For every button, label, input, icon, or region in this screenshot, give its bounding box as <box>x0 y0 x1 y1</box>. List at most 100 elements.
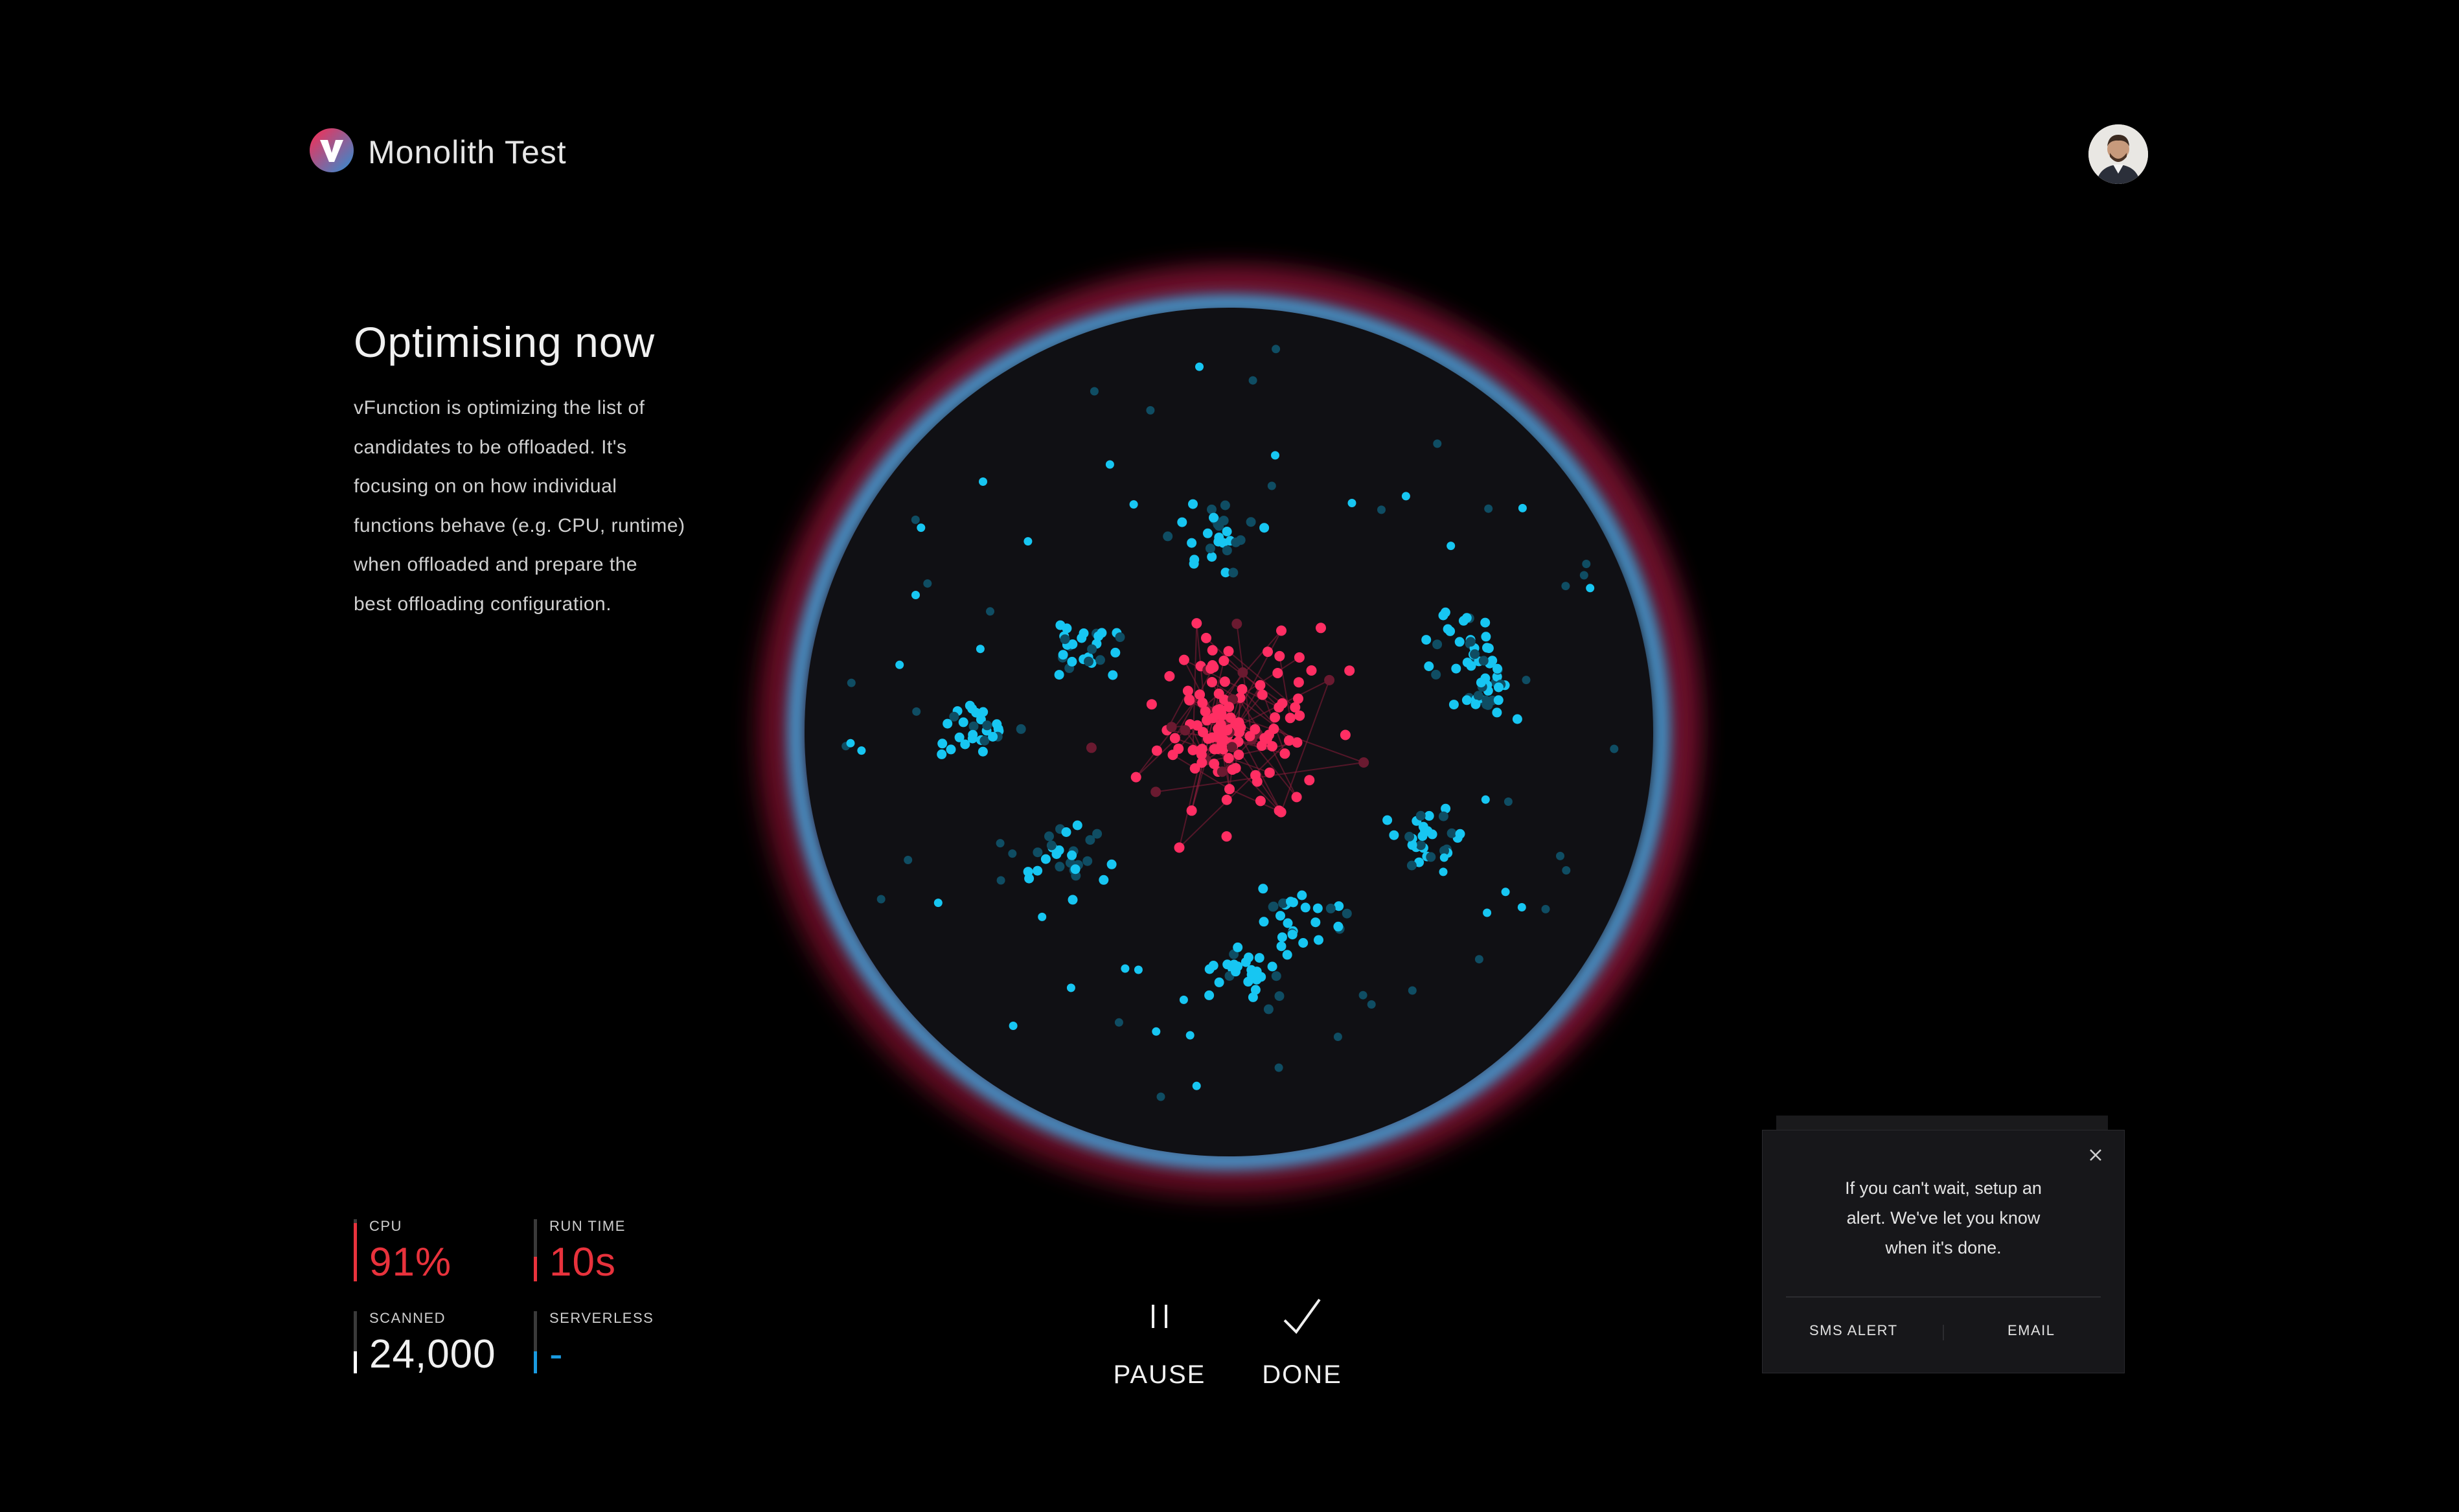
graph-node <box>1233 750 1244 761</box>
graph-node <box>1417 831 1428 842</box>
graph-node <box>1264 767 1275 778</box>
graph-node <box>968 729 978 740</box>
graph-node <box>1421 635 1432 645</box>
graph-node <box>1167 750 1178 761</box>
graph-node <box>1204 990 1215 1000</box>
graph-node <box>1482 643 1492 653</box>
graph-node <box>1274 650 1285 661</box>
graph-node <box>1085 835 1095 845</box>
graph-node <box>1092 829 1103 839</box>
graph-node <box>876 895 886 904</box>
graph-node <box>1200 706 1211 717</box>
graph-node <box>1233 717 1244 728</box>
graph-node <box>1233 961 1243 972</box>
graph-node <box>1220 500 1230 510</box>
graph-node <box>1189 763 1200 774</box>
graph-node <box>976 645 985 654</box>
graph-node <box>1439 845 1449 856</box>
graph-node <box>1222 527 1232 536</box>
graph-node <box>1228 567 1239 578</box>
stat-bar-fill <box>534 1351 537 1373</box>
graph-node <box>1207 645 1218 656</box>
graph-node <box>1324 674 1335 685</box>
stat-serverless: SERVERLESS - <box>534 1310 709 1388</box>
graph-node <box>846 739 855 748</box>
graph-node <box>1196 757 1207 768</box>
graph-node <box>1223 646 1234 657</box>
graph-node <box>1207 677 1217 687</box>
close-icon[interactable] <box>2084 1143 2107 1167</box>
graph-node <box>1179 995 1188 1004</box>
graph-node <box>1274 702 1285 713</box>
graph-node <box>1275 807 1287 818</box>
graph-node <box>1106 859 1117 869</box>
graph-node <box>1474 955 1483 964</box>
graph-node <box>1237 667 1248 678</box>
graph-node <box>1334 901 1344 911</box>
pause-button[interactable]: PAUSE <box>1101 1296 1218 1399</box>
graph-node <box>895 660 904 669</box>
graph-node <box>1024 537 1033 546</box>
graph-node <box>1008 849 1017 858</box>
sms-alert-button[interactable]: SMS ALERT <box>1809 1322 1898 1338</box>
graph-node <box>1466 661 1476 671</box>
graph-link <box>1280 680 1331 812</box>
graph-node <box>1207 552 1217 562</box>
graph-node <box>1439 853 1448 862</box>
graph-node <box>1272 345 1281 354</box>
graph-node <box>1255 796 1266 807</box>
graph-link <box>1229 788 1282 813</box>
graph-node <box>917 523 926 533</box>
graph-node <box>1086 742 1097 753</box>
graph-node <box>1274 1063 1283 1072</box>
graph-node <box>1263 1004 1274 1014</box>
graph-node <box>1279 748 1290 759</box>
graph-node <box>1038 912 1047 921</box>
graph-node <box>1221 831 1232 842</box>
graph-node <box>1189 555 1200 565</box>
graph-link <box>1228 650 1296 708</box>
graph-node <box>1222 959 1233 970</box>
email-button[interactable]: EMAIL <box>2007 1322 2055 1338</box>
graph-node <box>1501 888 1510 897</box>
page-title: Optimising now <box>354 318 656 366</box>
graph-node <box>1082 856 1093 866</box>
user-avatar[interactable] <box>2088 124 2148 184</box>
graph-node <box>1231 619 1242 629</box>
v-logo-icon <box>310 128 354 172</box>
graph-node <box>1068 895 1078 905</box>
graph-node <box>1067 850 1077 860</box>
graph-node <box>933 899 943 908</box>
stat-scanned: SCANNED 24,000 <box>354 1310 529 1388</box>
graph-node <box>1586 584 1595 593</box>
graph-node <box>1277 932 1287 943</box>
graph-node <box>996 839 1005 848</box>
intro-line: functions behave (e.g. CPU, runtime) <box>354 514 685 536</box>
graph-node <box>937 739 948 749</box>
graph-node <box>1244 952 1253 963</box>
graph-node <box>1492 707 1502 718</box>
stat-value: 24,000 <box>369 1332 496 1377</box>
graph-node <box>986 607 994 616</box>
graph-node <box>1483 908 1492 917</box>
graph-node <box>1130 772 1141 783</box>
alert-line: If you can't wait, setup an <box>1845 1178 2042 1198</box>
graph-node <box>1202 528 1213 538</box>
graph-node <box>1259 523 1270 533</box>
graph-node <box>1522 676 1531 685</box>
graph-node <box>1209 759 1220 770</box>
done-button[interactable]: DONE <box>1244 1296 1360 1399</box>
globe-glow <box>760 271 1695 1193</box>
graph-node <box>960 739 970 750</box>
graph-node <box>1263 647 1273 658</box>
graph-node <box>1300 902 1310 913</box>
graph-node <box>1152 1027 1161 1036</box>
graph-node <box>1203 733 1213 744</box>
graph-node <box>1276 625 1287 636</box>
graph-node <box>1476 678 1486 688</box>
graph-node <box>1297 890 1307 900</box>
graph-node <box>1237 684 1248 694</box>
stat-bar-track <box>534 1311 537 1373</box>
graph-node <box>1562 866 1571 875</box>
